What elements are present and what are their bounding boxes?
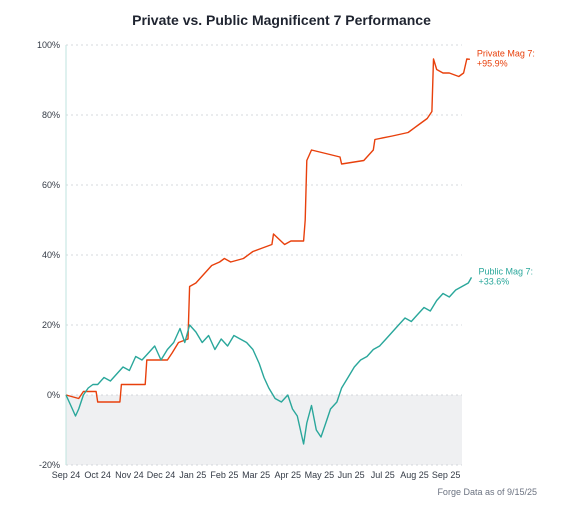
source-note: Forge Data as of 9/15/25 xyxy=(437,487,537,497)
y-tick-label: 60% xyxy=(42,180,60,190)
series-line-private xyxy=(65,58,470,403)
y-tick-label: -20% xyxy=(39,460,60,470)
x-tick-label: Jan 25 xyxy=(179,470,206,480)
x-tick-label: Oct 24 xyxy=(84,470,111,480)
x-tick-label: May 25 xyxy=(305,470,335,480)
y-tick-label: 40% xyxy=(42,250,60,260)
negative-region-shading xyxy=(66,395,462,465)
series-end-label: Private Mag 7: xyxy=(477,48,535,58)
chart-title: Private vs. Public Magnificent 7 Perform… xyxy=(132,12,431,28)
x-tick-label: Mar 25 xyxy=(242,470,270,480)
x-tick-label: Sep 25 xyxy=(432,470,461,480)
x-tick-label: Nov 24 xyxy=(115,470,144,480)
series-line-public xyxy=(65,277,473,445)
series-end-label: Public Mag 7: xyxy=(479,266,534,276)
series-end-value: +95.9% xyxy=(477,58,508,68)
y-axis-ticks: 100% 80% 60% 40% 20% 0% -20% xyxy=(37,40,60,470)
x-tick-label: Jun 25 xyxy=(338,470,365,480)
x-tick-label: Aug 25 xyxy=(400,470,429,480)
y-tick-label: 20% xyxy=(42,320,60,330)
x-tick-label: Apr 25 xyxy=(274,470,301,480)
x-axis-ticks: Sep 24 Oct 24 Nov 24 Dec 24 Jan 25 Feb 25 Mar … xyxy=(52,470,461,480)
y-tick-label: 80% xyxy=(42,110,60,120)
x-tick-label: Feb 25 xyxy=(210,470,238,480)
gridlines xyxy=(65,44,462,466)
series-lines xyxy=(65,58,473,445)
y-tick-label: 0% xyxy=(47,390,60,400)
x-tick-label: Dec 24 xyxy=(147,470,176,480)
x-tick-label: Jul 25 xyxy=(371,470,395,480)
y-tick-label: 100% xyxy=(37,40,60,50)
series-end-labels: Private Mag 7:+95.9% Public Mag 7:+33.6% xyxy=(477,48,535,286)
series-end-value: +33.6% xyxy=(479,276,510,286)
x-tick-label: Sep 24 xyxy=(52,470,81,480)
